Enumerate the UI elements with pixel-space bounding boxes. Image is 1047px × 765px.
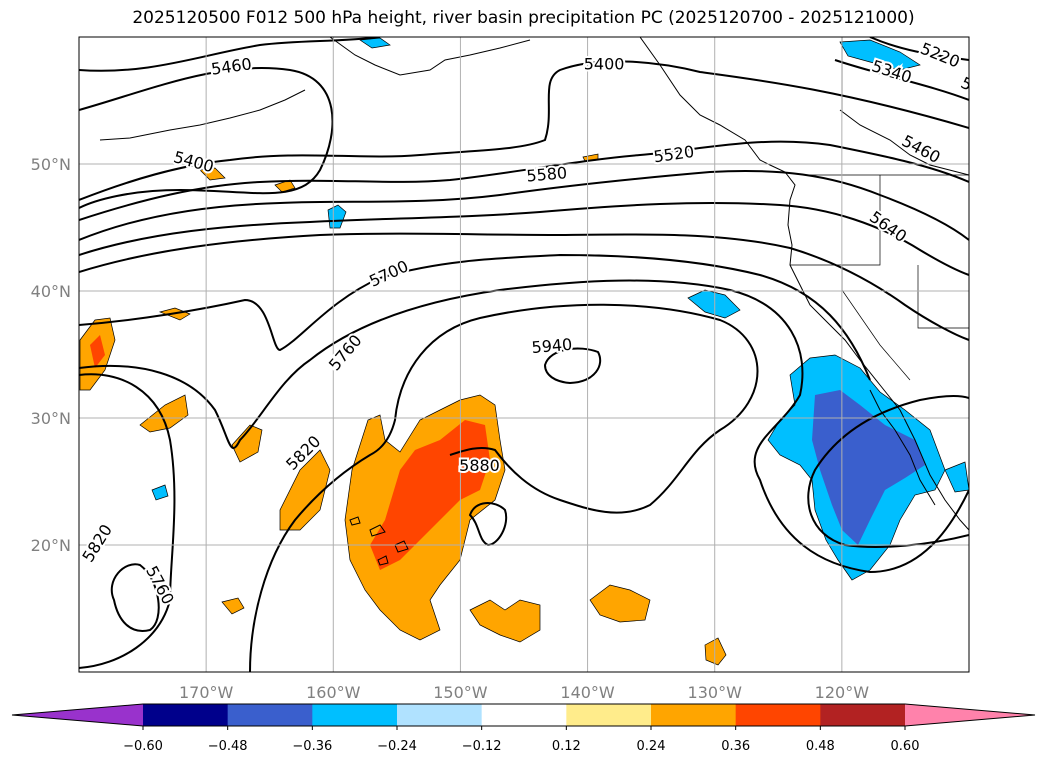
height-contour [79, 253, 871, 381]
colorbar-segment [481, 704, 567, 726]
coastline [329, 37, 531, 76]
map-title: 2025120500 F012 500 hPa height, river ba… [132, 8, 915, 28]
height-contour [468, 502, 508, 547]
precip-positive-region [139, 394, 189, 433]
height-contour [869, 37, 969, 61]
height-contour [79, 232, 969, 341]
lon-tick-label: 170°W [179, 683, 234, 702]
colorbar-segment [820, 704, 906, 726]
colorbar-segment [143, 704, 229, 726]
precip-negative-region [944, 461, 969, 493]
colorbar-tick-label: 0.12 [552, 739, 581, 754]
height-contour [79, 169, 969, 241]
height-contour [834, 59, 969, 101]
longitude-labels: 170°W 160°W 150°W 140°W 130°W 120°W [179, 683, 869, 702]
coastline [349, 516, 361, 526]
colorbar-segment [566, 704, 652, 726]
lat-tick-label: 30°N [31, 409, 71, 428]
contour-label: 5580 [526, 163, 568, 185]
precip-positive-region [221, 597, 245, 615]
lat-tick-label: 20°N [31, 536, 71, 555]
lon-tick-label: 160°W [306, 683, 361, 702]
graticule [79, 37, 969, 672]
precip-positive-region [90, 335, 105, 368]
precip-negative-region [839, 39, 921, 71]
map-frame [78, 36, 970, 673]
height-contour [110, 563, 160, 632]
precip-positive-region [704, 637, 727, 666]
coastline [369, 524, 386, 537]
colorbar-tick-label: 0.60 [891, 739, 920, 754]
coastline [639, 37, 969, 531]
border [790, 175, 881, 266]
lon-tick-label: 150°W [433, 683, 488, 702]
coastline [394, 540, 409, 553]
colorbar-tick-label: 0.24 [637, 739, 666, 754]
lon-tick-label: 140°W [560, 683, 615, 702]
colorbar-segment [227, 704, 313, 726]
colorbar-tick-label: −0.24 [377, 739, 417, 754]
colorbar-segment [735, 704, 821, 726]
colorbar-tick-label: 0.48 [806, 739, 835, 754]
precip-positive-region [469, 599, 541, 643]
height-contour [543, 347, 602, 385]
coastline [839, 109, 969, 176]
coastline [869, 389, 936, 506]
height-contours [79, 37, 969, 672]
contour-label: 5400 [584, 54, 625, 73]
lon-tick-label: 120°W [815, 683, 870, 702]
precip-negative-region [812, 390, 925, 545]
height-contour [249, 303, 759, 672]
height-contour [79, 37, 381, 72]
height-contour [79, 140, 969, 221]
border [917, 265, 969, 329]
coastline [377, 555, 389, 566]
precip-negative-region [151, 484, 169, 501]
precip-positive-region [231, 424, 263, 463]
map-area [79, 37, 969, 672]
contour-label: 5880 [459, 456, 500, 475]
precip-positive-region [589, 584, 651, 623]
colorbar-tick-label: −0.12 [462, 739, 502, 754]
colorbar-tick-label: 0.36 [721, 739, 750, 754]
height-contour [79, 201, 969, 276]
height-contour [807, 394, 969, 548]
precip-negative-region [687, 289, 741, 319]
colorbar-extend-high [905, 704, 1035, 726]
colorbar-segment [397, 704, 483, 726]
colorbar-segment [651, 704, 737, 726]
coastline [99, 89, 306, 141]
colorbar-segment [312, 704, 398, 726]
colorbar: −0.60 −0.48 −0.36 −0.24 −0.12 0.12 0.24 0.36 0.4… [11, 703, 1036, 754]
height-contour [79, 60, 969, 201]
latitude-labels: 50°N 40°N 30°N 20°N [31, 155, 71, 555]
lat-tick-label: 50°N [31, 155, 71, 174]
colorbar-extend-low [12, 704, 143, 726]
coastlines [99, 37, 969, 566]
height-contour [79, 373, 176, 669]
contour-label: 5940 [531, 335, 573, 357]
precip-positive-region [279, 449, 331, 531]
colorbar-tick-label: −0.36 [292, 739, 332, 754]
colorbar-tick-label: −0.48 [208, 739, 248, 754]
lon-tick-label: 130°W [688, 683, 743, 702]
colorbar-tick-label: −0.60 [123, 739, 163, 754]
contour-label: 5520 [652, 142, 695, 166]
lat-tick-label: 40°N [31, 282, 71, 301]
height-contour [79, 279, 969, 574]
